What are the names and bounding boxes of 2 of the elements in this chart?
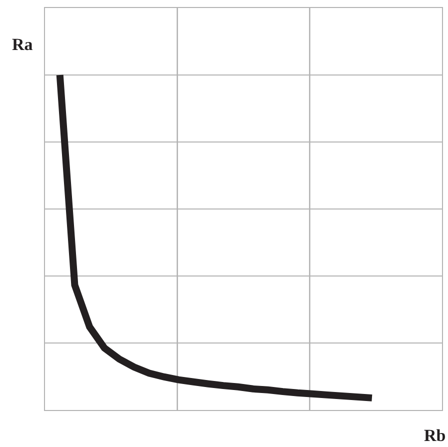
y-axis-title: Ra <box>12 35 34 54</box>
x-axis-title: Rb <box>424 426 446 445</box>
